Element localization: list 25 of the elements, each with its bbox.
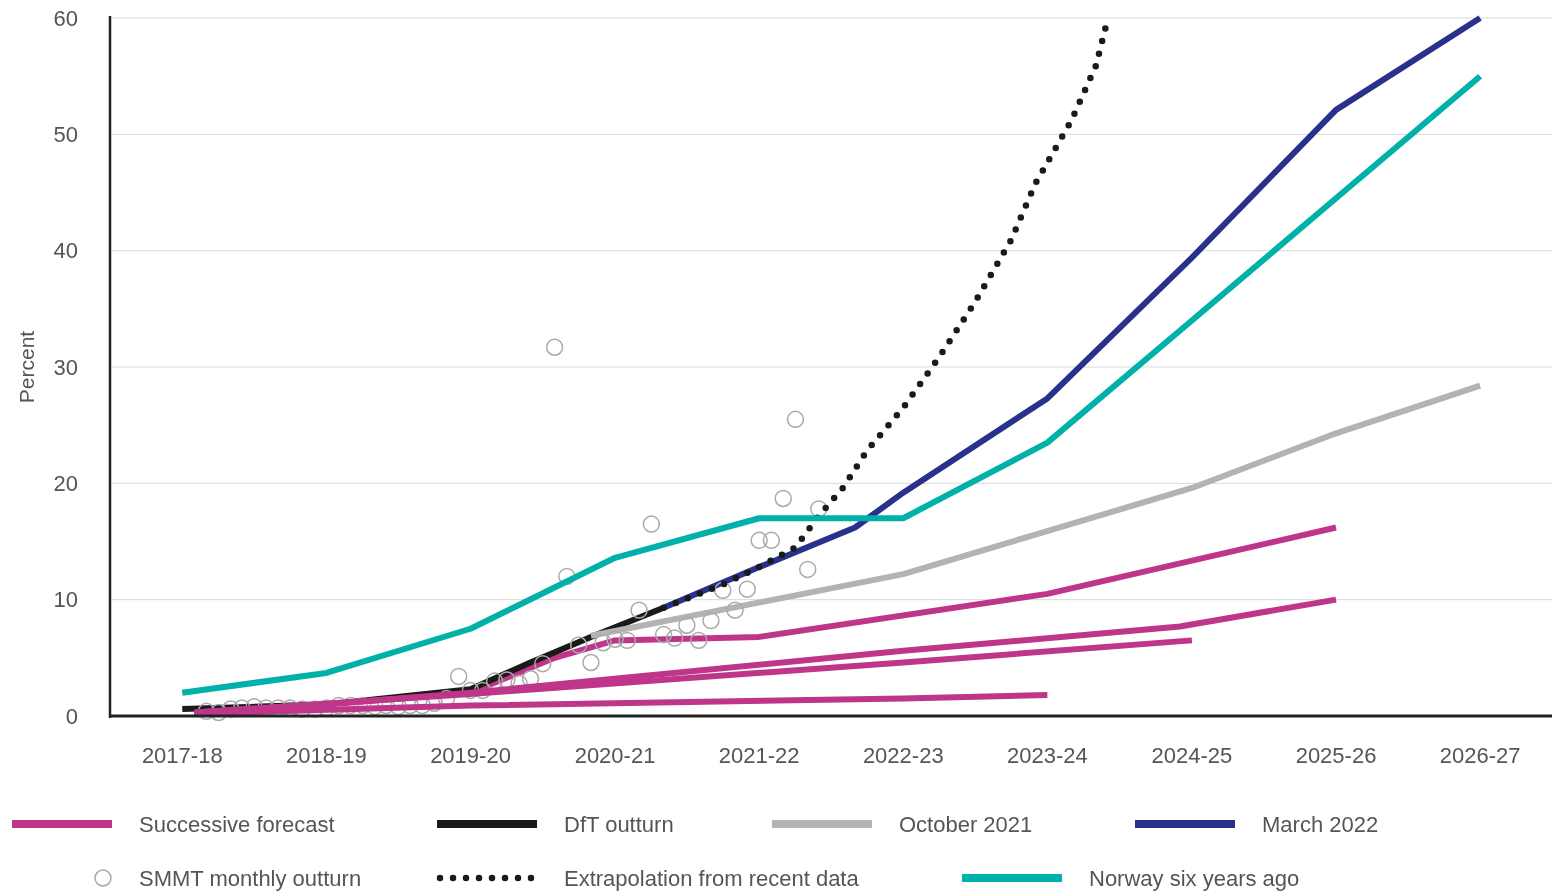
y-axis-title: Percent xyxy=(15,330,38,404)
legend-label: Extrapolation from recent data xyxy=(564,865,860,891)
legend-label: Successive forecast xyxy=(139,811,335,837)
x-tick-label: 2017-18 xyxy=(141,743,223,768)
legend-label: SMMT monthly outturn xyxy=(139,865,362,891)
y-tick-label: 30 xyxy=(53,354,78,380)
y-tick-label: 40 xyxy=(53,238,78,264)
y-tick-label: 20 xyxy=(53,470,78,496)
x-tick-label: 2023-24 xyxy=(1007,743,1088,768)
x-tick-label: 2018-19 xyxy=(286,743,367,768)
legend-label: Norway six years ago xyxy=(1089,865,1300,891)
legend-label: DfT outturn xyxy=(564,811,674,837)
x-tick-label: 2022-23 xyxy=(862,743,944,768)
y-tick-label: 10 xyxy=(53,587,78,613)
x-tick-label: 2020-21 xyxy=(574,743,656,768)
y-tick-label: 60 xyxy=(53,5,78,31)
legend-label: October 2021 xyxy=(899,811,1033,837)
x-tick-label: 2024-25 xyxy=(1151,743,1233,768)
y-tick-label: 0 xyxy=(65,703,78,729)
x-tick-label: 2021-22 xyxy=(718,743,800,768)
x-tick-label: 2019-20 xyxy=(430,743,511,768)
y-tick-label: 50 xyxy=(53,121,78,147)
x-tick-label: 2025-26 xyxy=(1295,743,1377,768)
x-tick-label: 2026-27 xyxy=(1439,743,1521,768)
legend-label: March 2022 xyxy=(1262,811,1379,837)
